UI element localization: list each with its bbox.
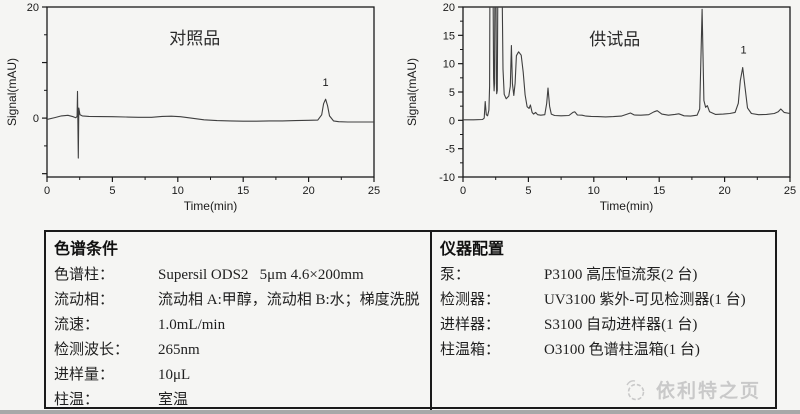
row-label: 柱温箱： [440, 342, 501, 358]
svg-text:Signal(mAU): Signal(mAU) [405, 58, 419, 126]
chromatogram-test-chart: 0 5 10 15 20 25 20 15 10 5 0 -5 -10 1 供试品 Time(min) Sign… [405, 2, 796, 213]
conditions-table: 色谱条件 色谱柱： Supersil ODS2 5μm 4.6×200mm 流动相… [44, 230, 777, 413]
svg-text:1: 1 [741, 44, 747, 56]
svg-text:对照品: 对照品 [169, 29, 220, 48]
table-row: 进样器： S3100 自动进样器(1 台) [440, 313, 775, 338]
row-value: UV3100 紫外-可见检测器(1 台) [544, 292, 746, 308]
svg-text:15: 15 [443, 30, 455, 42]
svg-text:20: 20 [27, 2, 39, 14]
svg-text:-10: -10 [439, 172, 455, 184]
table-row: 流速： 1.0mL/min [54, 313, 430, 338]
table-row: 进样量： 10μL [54, 363, 430, 388]
table-row: 检测波长： 265nm [54, 338, 430, 363]
svg-text:10: 10 [443, 59, 455, 71]
table-row: 柱温箱： O3100 色谱柱温箱(1 台) [440, 338, 775, 363]
row-label: 进样器： [440, 317, 501, 333]
svg-text:Time(min): Time(min) [184, 199, 238, 213]
row-label: 检测器： [440, 292, 501, 308]
svg-text:供试品: 供试品 [589, 30, 640, 49]
svg-text:-5: -5 [445, 144, 455, 156]
svg-text:5: 5 [109, 185, 115, 197]
svg-text:10: 10 [172, 185, 184, 197]
svg-text:15: 15 [237, 185, 249, 197]
svg-text:Signal(mAU): Signal(mAU) [5, 58, 19, 126]
row-value: Supersil ODS2 5μm 4.6×200mm [158, 267, 364, 283]
svg-text:25: 25 [368, 185, 380, 197]
table-row: 泵： P3100 高压恒流泵(2 台) [440, 263, 775, 288]
row-value: 流动相 A:甲醇，流动相 B:水；梯度洗脱 [158, 292, 420, 308]
watermark: 依利特之页 [624, 376, 761, 403]
instrument-configuration-column: 仪器配置 泵： P3100 高压恒流泵(2 台) 检测器： UV3100 紫外-可见… [430, 232, 775, 413]
svg-text:0: 0 [449, 115, 455, 127]
row-value: 1.0mL/min [158, 317, 226, 333]
row-label: 泵： [440, 267, 471, 283]
svg-text:15: 15 [653, 185, 665, 197]
row-value: 10μL [158, 367, 191, 383]
svg-text:0: 0 [460, 185, 466, 197]
row-value: P3100 高压恒流泵(2 台) [544, 267, 698, 283]
svg-text:25: 25 [784, 185, 796, 197]
instruments-header: 仪器配置 [440, 241, 505, 258]
svg-text:10: 10 [588, 185, 600, 197]
row-value: 室温 [158, 392, 189, 408]
row-value: S3100 自动进样器(1 台) [544, 317, 698, 333]
svg-text:5: 5 [449, 87, 455, 99]
chromatographic-conditions-column: 色谱条件 色谱柱： Supersil ODS2 5μm 4.6×200mm 流动相… [46, 232, 430, 413]
page-bottom-edge [0, 410, 800, 414]
watermark-text: 依利特之页 [655, 381, 761, 402]
svg-text:1: 1 [323, 77, 329, 89]
svg-text:Time(min): Time(min) [600, 199, 654, 213]
svg-text:0: 0 [33, 113, 39, 125]
table-row: 色谱柱： Supersil ODS2 5μm 4.6×200mm [54, 263, 430, 288]
svg-text:20: 20 [718, 185, 730, 197]
row-label: 流速： [54, 317, 100, 333]
row-value: 265nm [158, 342, 200, 358]
table-row: 检测器： UV3100 紫外-可见检测器(1 台) [440, 288, 775, 313]
chromatogram-reference-chart: 0 5 10 15 20 25 20 0 1 对照品 Time(min) Signal(mAU) [5, 2, 380, 213]
table-row: 柱温： 室温 [54, 388, 430, 413]
row-label: 进样量： [54, 367, 115, 383]
svg-text:20: 20 [443, 2, 455, 14]
conditions-header: 色谱条件 [54, 241, 119, 258]
table-row: 流动相： 流动相 A:甲醇，流动相 B:水；梯度洗脱 [54, 288, 430, 313]
row-label: 色谱柱： [54, 267, 115, 283]
svg-text:20: 20 [302, 185, 314, 197]
row-label: 流动相： [54, 292, 115, 308]
watermark-logo-icon [626, 379, 645, 400]
row-label: 检测波长： [54, 342, 130, 358]
svg-text:0: 0 [44, 185, 50, 197]
row-label: 柱温： [54, 392, 100, 408]
row-value: O3100 色谱柱温箱(1 台) [544, 342, 700, 358]
svg-text:5: 5 [525, 185, 531, 197]
